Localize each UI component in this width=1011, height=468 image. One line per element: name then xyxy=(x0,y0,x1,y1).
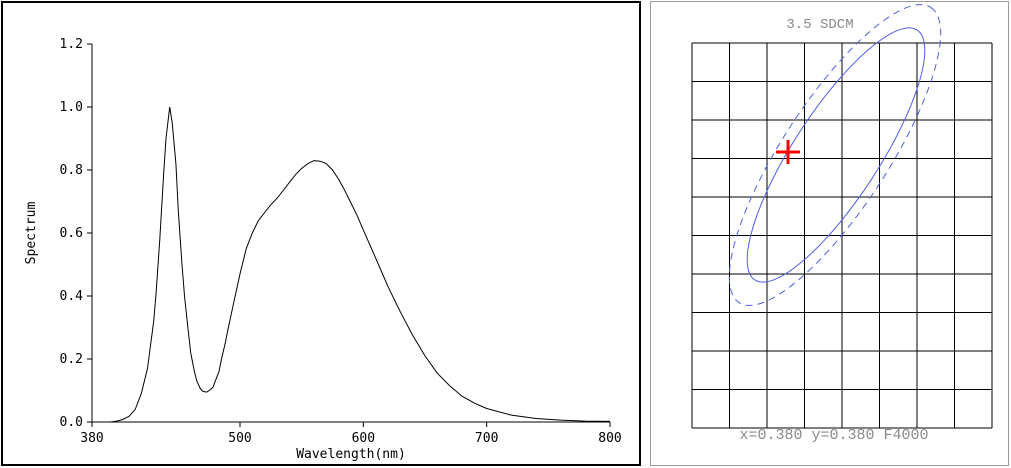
sdcm-inner-ellipse xyxy=(746,27,926,283)
x-axis-label: Wavelength(nm) xyxy=(296,447,406,462)
sdcm-grid xyxy=(691,42,993,429)
x-tick-label: 600 xyxy=(352,431,375,446)
y-tick-label: 0.0 xyxy=(60,415,83,430)
spectrum-axes xyxy=(91,44,610,423)
spectrum-chart-panel: 0.0 0.2 0.4 0.6 0.8 1.0 1.2 380 500 600 700 800 Wav… xyxy=(1,1,641,466)
sdcm-chart-panel: 3.5 SDCM x=0.380 y=0.380 F4000 xyxy=(650,1,1009,466)
chromaticity-point-marker xyxy=(776,140,800,164)
y-tick-label: 0.6 xyxy=(60,226,83,241)
y-tick-label: 1.2 xyxy=(60,37,83,52)
x-tick-label: 800 xyxy=(598,431,621,446)
spectrum-ticks: 0.0 0.2 0.4 0.6 0.8 1.0 1.2 380 500 600 700 800 xyxy=(60,37,622,446)
x-tick-label: 380 xyxy=(80,431,103,446)
y-axis-label: Spectrum xyxy=(24,202,39,265)
y-tick-label: 0.4 xyxy=(60,289,84,304)
y-tick-label: 0.2 xyxy=(60,352,83,367)
sdcm-chart: 3.5 SDCM x=0.380 y=0.380 F4000 xyxy=(691,4,993,444)
chromaticity-readout: x=0.380 y=0.380 F4000 xyxy=(739,427,928,444)
x-tick-label: 500 xyxy=(228,431,251,446)
spectrum-chart: 0.0 0.2 0.4 0.6 0.8 1.0 1.2 380 500 600 700 800 Wav… xyxy=(24,37,622,462)
sdcm-title: 3.5 SDCM xyxy=(786,17,853,33)
sdcm-outer-ellipse xyxy=(728,4,942,306)
x-tick-label: 700 xyxy=(475,431,498,446)
y-tick-label: 1.0 xyxy=(60,100,83,115)
spectrum-curve xyxy=(92,106,611,423)
y-tick-label: 0.8 xyxy=(60,163,83,178)
